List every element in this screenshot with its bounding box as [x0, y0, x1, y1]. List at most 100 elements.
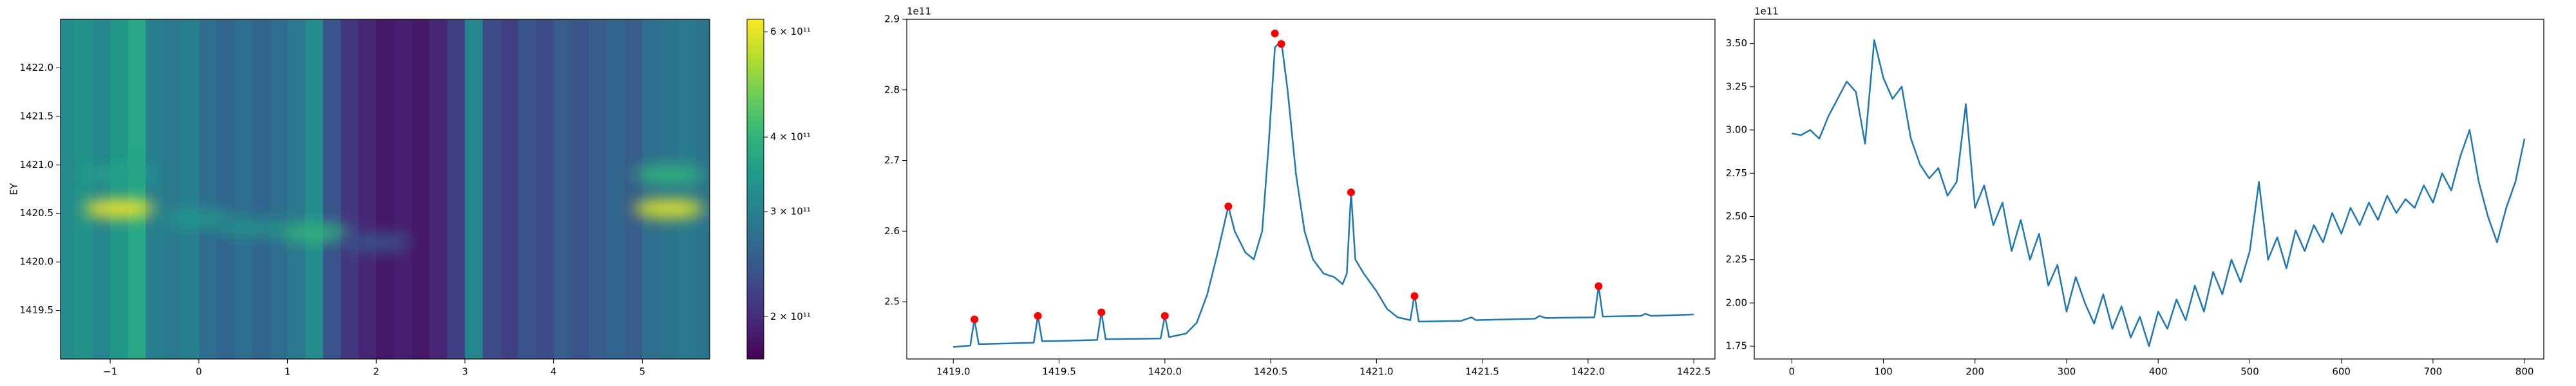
heatmap-column: [518, 19, 536, 359]
x-tick-label: 1421.5: [1465, 366, 1499, 378]
heatmap-column: [216, 19, 235, 359]
heatmap-column: [553, 19, 572, 359]
y-tick-label: 1421.0: [20, 159, 54, 170]
heatmap-column: [323, 19, 341, 359]
y-tick-label: 2.00: [1726, 297, 1747, 308]
peak-marker: [1097, 308, 1106, 317]
hotspot: [633, 199, 705, 218]
y-tick-label: 2.75: [1726, 167, 1747, 179]
x-tick-label: 5: [639, 366, 646, 378]
colorbar-tick-label: 2 × 10¹¹: [770, 311, 811, 322]
hotspot: [341, 233, 412, 252]
heatmap-column: [75, 19, 93, 359]
x-tick-label: 1422.0: [1571, 366, 1605, 378]
hotspot: [633, 165, 705, 184]
x-tick-label: 4: [551, 366, 557, 378]
peak-marker: [1034, 312, 1042, 320]
heatmap-column: [163, 19, 182, 359]
hotspot: [83, 199, 155, 218]
offset-label: 1e11: [1754, 6, 1779, 17]
y-tick-label: 1.75: [1726, 340, 1747, 352]
x-tick-label: 1: [285, 366, 291, 378]
x-tick-label: 0: [1789, 366, 1795, 378]
heatmap-column: [607, 19, 625, 359]
x-tick-label: 1419.0: [936, 366, 971, 378]
y-tick-label: 2.6: [884, 225, 900, 237]
heatmap-column: [146, 19, 164, 359]
peak-marker: [1271, 29, 1279, 37]
colorbar-tick-label: 4 × 10¹¹: [770, 131, 811, 143]
x-tick-label: 400: [2149, 366, 2168, 378]
y-tick-label: 1421.5: [20, 110, 54, 122]
heatmap-column: [500, 19, 519, 359]
y-tick-label: 3.00: [1726, 124, 1747, 136]
line: [953, 39, 1694, 348]
plot-area: [1792, 39, 2526, 347]
y-tick-label: 2.25: [1726, 253, 1747, 265]
peak-marker: [1595, 282, 1603, 290]
heatmap-column: [447, 19, 466, 359]
colorbar-tick-label: 3 × 10¹¹: [770, 206, 811, 217]
heatmap: [61, 19, 710, 359]
heatmap-column: [536, 19, 554, 359]
x-tick-label: 300: [2058, 366, 2076, 378]
x-tick-label: 600: [2332, 366, 2351, 378]
y-tick-label: 3.50: [1726, 37, 1747, 49]
heatmap-column: [482, 19, 501, 359]
x-tick-label: 1419.5: [1042, 366, 1076, 378]
heatmap-column: [287, 19, 306, 359]
heatmap-column: [61, 19, 75, 359]
heatmap-column: [642, 19, 661, 359]
hotspot: [163, 209, 234, 228]
offset-label: 1e11: [907, 6, 931, 17]
x-tick-label: 200: [1965, 366, 1984, 378]
heatmap-column: [181, 19, 200, 359]
heatmap-column: [695, 19, 710, 359]
peak-marker: [1277, 40, 1285, 48]
y-tick-label: 3.25: [1726, 80, 1747, 92]
y-tick-label: 2.8: [884, 84, 900, 95]
axes-frame: [1754, 19, 2544, 360]
x-tick-label: 1420.5: [1254, 366, 1288, 378]
peak-marker: [1347, 188, 1355, 196]
y-tick-label: 1422.0: [20, 62, 54, 73]
x-tick-label: 3: [462, 366, 468, 378]
heatmap-column: [234, 19, 252, 359]
heatmap-column: [269, 19, 289, 359]
x-tick-label: 100: [1874, 366, 1893, 378]
hotspot: [278, 223, 350, 242]
y-tick-label: 2.7: [884, 154, 900, 166]
x-tick-label: 2: [373, 366, 379, 378]
x-tick-label: 0: [196, 366, 202, 378]
heatmap-column: [376, 19, 395, 359]
heatmap-column: [252, 19, 270, 359]
x-tick-label: −1: [103, 366, 117, 378]
heatmap-column: [624, 19, 643, 359]
x-tick-label: 1421.0: [1359, 366, 1394, 378]
x-tick-label: 500: [2240, 366, 2259, 378]
plot-area: [61, 19, 710, 359]
x-tick-label: 1420.0: [1148, 366, 1182, 378]
x-tick-label: 700: [2424, 366, 2443, 378]
hotspot: [216, 219, 288, 237]
peak-marker: [1410, 292, 1419, 300]
x-tick-label: 1422.5: [1677, 366, 1711, 378]
axes-frame: [906, 19, 1716, 360]
line: [1792, 39, 2526, 347]
heatmap-column: [393, 19, 412, 359]
y-tick-label: 2.5: [884, 296, 900, 308]
heatmap-column: [198, 19, 217, 359]
hotspot: [83, 165, 155, 184]
axes-frame: [60, 19, 710, 360]
heatmap-column: [677, 19, 696, 359]
peak-marker: [1224, 202, 1233, 210]
x-tick-label: 800: [2515, 366, 2534, 378]
peak-marker: [971, 315, 979, 324]
heatmap-column: [429, 19, 448, 359]
colorbar: [746, 19, 764, 360]
colorbar-tick-label: 6 × 10¹¹: [770, 26, 811, 37]
peak-marker: [1160, 312, 1169, 320]
heatmap-column: [305, 19, 324, 359]
y-tick-label: 2.9: [884, 14, 900, 25]
